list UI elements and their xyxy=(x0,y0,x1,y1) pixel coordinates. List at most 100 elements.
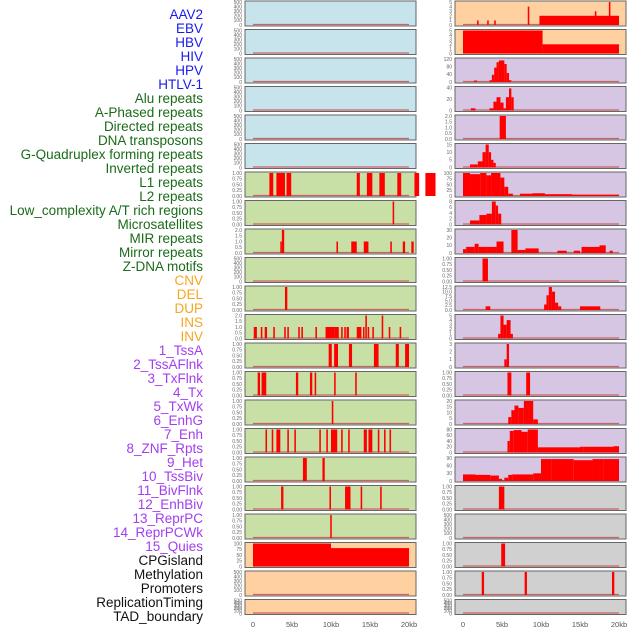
x-tick-label: 20kb xyxy=(611,620,627,629)
data-bar xyxy=(269,173,274,196)
y-tick-label: 60 xyxy=(446,463,452,469)
data-bar xyxy=(504,64,507,82)
y-tick-label: 0.5 xyxy=(235,245,242,251)
y-tick-label: 0.75 xyxy=(442,262,452,268)
y-tick-label: 5 xyxy=(449,313,452,319)
panel-background xyxy=(244,428,417,454)
data-bar xyxy=(494,20,496,25)
x-tick-label: 10kb xyxy=(533,620,549,629)
track-label: Mirror repeats xyxy=(118,245,203,260)
data-bar xyxy=(336,241,339,253)
data-bar xyxy=(533,419,538,424)
data-bar xyxy=(478,246,487,253)
y-tick-label: 3 xyxy=(449,9,452,15)
data-bar xyxy=(486,246,497,253)
y-tick-label: 5 xyxy=(449,28,452,34)
y-tick-label: 200 xyxy=(234,99,243,105)
y-tick-label: 30 xyxy=(446,471,452,477)
y-tick-label: 1.00 xyxy=(442,256,452,262)
data-bar xyxy=(363,241,369,253)
y-tick-label: 0.50 xyxy=(442,268,452,274)
data-bar xyxy=(581,246,600,253)
y-tick-label: 0 xyxy=(449,194,452,200)
data-bar xyxy=(505,97,510,111)
y-tick-label: 400 xyxy=(234,61,243,67)
data-bar xyxy=(539,15,619,25)
data-bar xyxy=(486,213,492,225)
y-tick-label: 0.75 xyxy=(232,462,242,468)
y-tick-label: 1.00 xyxy=(232,171,242,177)
data-bar xyxy=(486,175,492,196)
data-bar xyxy=(500,102,504,111)
y-tick-label: 4 xyxy=(449,33,452,39)
data-bar xyxy=(500,315,504,339)
track-label: Methylation xyxy=(133,567,203,582)
y-tick-label: 1.5 xyxy=(235,234,242,240)
y-tick-label: 0.75 xyxy=(232,291,242,297)
y-tick-label: 0 xyxy=(449,80,452,86)
track-panel: 0.000.250.500.751.00 xyxy=(442,370,627,399)
data-bar xyxy=(314,372,317,396)
data-bar xyxy=(411,241,414,253)
track-panel: 0.00.51.01.52.0 xyxy=(235,228,417,257)
y-tick-label: 200 xyxy=(234,128,243,134)
y-tick-label: 100 xyxy=(234,47,243,53)
data-bar xyxy=(514,405,519,424)
y-tick-label: 1.00 xyxy=(442,541,452,547)
y-tick-label: 1 xyxy=(449,332,452,338)
data-bar xyxy=(502,480,505,481)
y-tick-label: 0 xyxy=(239,593,242,599)
data-bar xyxy=(613,446,619,453)
track-label: 14_ReprPCWk xyxy=(112,525,203,540)
track-label: EBV xyxy=(175,21,203,36)
track-label: Directed repeats xyxy=(103,119,203,134)
panel-background xyxy=(454,257,627,283)
track-panel: 0.000.250.500.751.00 xyxy=(442,484,627,513)
y-tick-label: 100 xyxy=(444,171,453,177)
y-tick-label: 0.00 xyxy=(442,564,452,570)
data-bar xyxy=(583,446,614,453)
data-bar xyxy=(368,429,373,453)
track-label: HBV xyxy=(175,35,203,50)
data-bar xyxy=(487,20,489,25)
y-tick-label: 0.0 xyxy=(235,251,242,257)
data-bar xyxy=(425,173,436,196)
y-tick-label: 1.00 xyxy=(442,570,452,576)
track-labels: AAV2 EBV HBV HIV HPV HTLV-1 Alu repeats A-Phase… xyxy=(0,0,203,630)
x-tick-label: 10kb xyxy=(323,620,339,629)
y-tick-label: 400 xyxy=(444,601,453,607)
panel-background xyxy=(454,542,627,568)
track-panel: 0.02.55.07.510.012.5 xyxy=(442,285,627,314)
data-bar xyxy=(509,430,514,453)
track-panel: 0.00.51.01.52.0 xyxy=(235,313,417,342)
y-tick-label: 200 xyxy=(234,606,243,612)
data-bar xyxy=(546,295,549,310)
data-bar xyxy=(470,174,481,196)
y-tick-label: 3 xyxy=(449,38,452,44)
y-tick-label: 0.25 xyxy=(232,217,242,223)
y-tick-label: 400 xyxy=(234,574,243,580)
y-tick-label: 0.50 xyxy=(232,382,242,388)
data-bar xyxy=(544,304,547,310)
y-tick-label: 0 xyxy=(449,536,452,542)
y-tick-label: 0.50 xyxy=(442,382,452,388)
y-tick-label: 500 xyxy=(234,570,243,576)
y-tick-label: 20 xyxy=(446,445,452,451)
data-bar xyxy=(334,327,339,339)
data-bar xyxy=(344,327,346,339)
y-tick-label: 200 xyxy=(444,606,453,612)
y-tick-label: 500 xyxy=(234,28,243,34)
track-panel: 0.000.250.500.751.00 xyxy=(232,427,417,456)
y-tick-label: 0.75 xyxy=(232,433,242,439)
data-bar xyxy=(392,201,395,225)
data-bar xyxy=(402,241,406,253)
y-tick-label: 20 xyxy=(446,97,452,103)
track-label: 3_TxFlnk xyxy=(147,371,203,386)
track-label: INV xyxy=(180,329,203,344)
track-panel: 0 20 40 xyxy=(446,85,627,114)
data-bar xyxy=(346,327,349,339)
